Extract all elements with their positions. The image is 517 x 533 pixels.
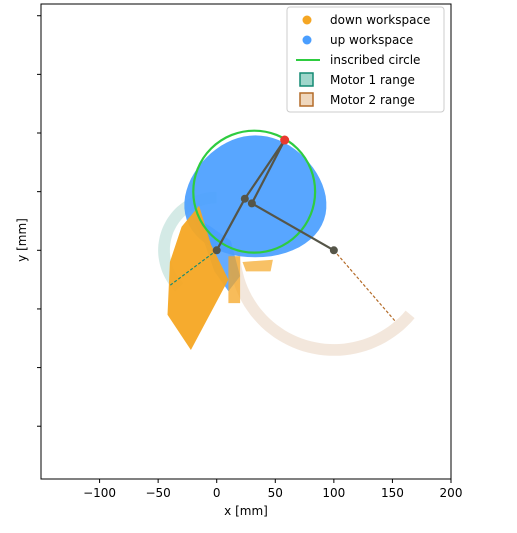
x-axis-ticks: −100 −50 0 50 100 150 200 bbox=[83, 479, 462, 500]
legend-label-motor1-range: Motor 1 range bbox=[330, 73, 415, 87]
down-workspace-region bbox=[167, 205, 229, 350]
link-motor1-proximal bbox=[215, 198, 246, 251]
legend-marker-motor1-range bbox=[299, 72, 314, 87]
legend: down workspace up workspace inscribed ci… bbox=[286, 6, 445, 113]
x-tick-label: −50 bbox=[145, 486, 170, 500]
link-motor1-distal bbox=[243, 139, 286, 200]
x-tick-label: 50 bbox=[268, 486, 283, 500]
down-workspace-patch bbox=[242, 259, 273, 272]
legend-marker-up-workspace bbox=[302, 35, 312, 45]
x-axis-label: x [mm] bbox=[224, 504, 268, 518]
link-motor2-distal bbox=[250, 139, 286, 204]
inscribed-circle bbox=[192, 129, 317, 254]
mechanism-links bbox=[169, 135, 396, 322]
legend-label-motor2-range: Motor 2 range bbox=[330, 93, 415, 107]
x-tick-label: 150 bbox=[381, 486, 404, 500]
motor2-joint bbox=[329, 246, 338, 255]
plot-frame bbox=[40, 3, 452, 480]
motor2-range-dashed-line bbox=[333, 249, 396, 322]
x-tick-label: 100 bbox=[322, 486, 345, 500]
link-motor2-proximal bbox=[251, 202, 335, 252]
elbow-joint-1 bbox=[240, 194, 249, 203]
motor2-range-band bbox=[228, 250, 415, 356]
motor1-joint bbox=[212, 246, 221, 255]
legend-box bbox=[286, 6, 445, 113]
down-workspace-strip bbox=[228, 256, 241, 304]
x-tick-label: 200 bbox=[440, 486, 463, 500]
elbow-joint-2 bbox=[247, 199, 256, 208]
x-tick-label: 0 bbox=[213, 486, 221, 500]
legend-label-inscribed-circle: inscribed circle bbox=[330, 53, 420, 67]
legend-marker-down-workspace bbox=[302, 15, 312, 25]
y-axis-ticks bbox=[37, 15, 41, 427]
end-effector-point bbox=[280, 135, 290, 145]
x-tick-label: −100 bbox=[83, 486, 116, 500]
legend-marker-motor2-range bbox=[299, 92, 314, 107]
legend-label-down-workspace: down workspace bbox=[330, 13, 430, 27]
y-axis-label: y [mm] bbox=[15, 218, 29, 262]
legend-label-up-workspace: up workspace bbox=[330, 33, 413, 47]
